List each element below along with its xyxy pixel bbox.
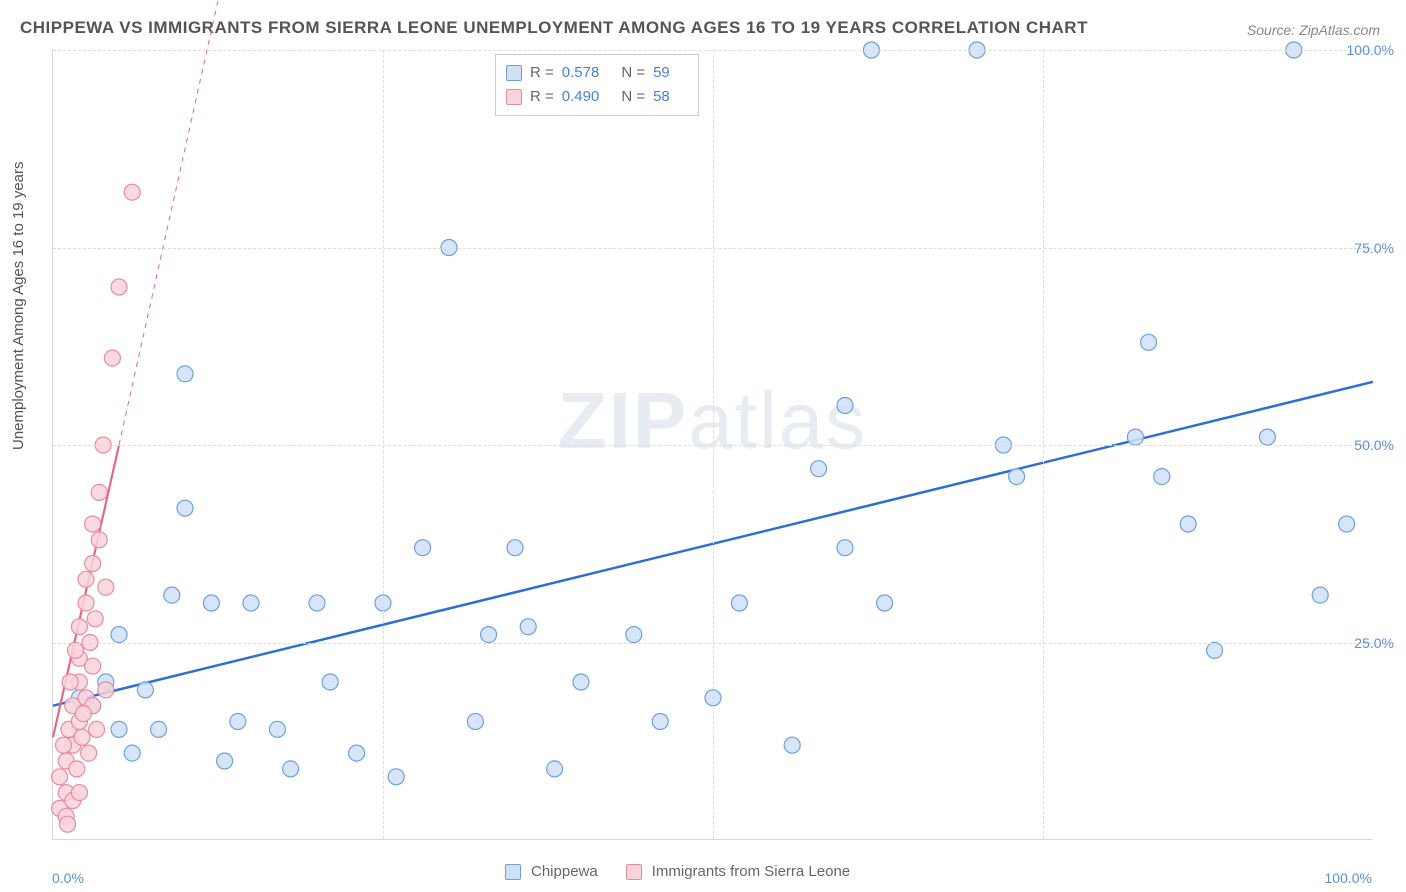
scatter-point [89, 721, 105, 737]
scatter-point [87, 611, 103, 627]
x-tick-label: 100.0% [1325, 870, 1372, 886]
stat-r-value: 0.578 [562, 61, 600, 85]
scatter-point [91, 484, 107, 500]
legend-swatch [506, 89, 522, 105]
scatter-point [91, 532, 107, 548]
stat-n-value: 59 [653, 61, 670, 85]
scatter-point [269, 721, 285, 737]
scatter-point [837, 398, 853, 414]
chart-title: CHIPPEWA VS IMMIGRANTS FROM SIERRA LEONE… [20, 18, 1088, 38]
scatter-point [652, 714, 668, 730]
stat-r-label: R = [530, 85, 554, 109]
scatter-point [177, 500, 193, 516]
scatter-point [349, 745, 365, 761]
legend-swatch [626, 864, 642, 880]
stat-n-value: 58 [653, 85, 670, 109]
scatter-point [481, 627, 497, 643]
scatter-point [67, 642, 83, 658]
scatter-point [98, 579, 114, 595]
scatter-point [137, 682, 153, 698]
scatter-point [85, 658, 101, 674]
scatter-point [56, 737, 72, 753]
scatter-point [104, 350, 120, 366]
legend-label: Immigrants from Sierra Leone [652, 863, 850, 880]
scatter-point [71, 619, 87, 635]
scatter-point [1141, 334, 1157, 350]
scatter-point [309, 595, 325, 611]
scatter-point [1312, 587, 1328, 603]
scatter-point [877, 595, 893, 611]
y-tick-label: 25.0% [1354, 635, 1394, 651]
scatter-point [837, 540, 853, 556]
stats-legend-box: R = 0.578 N = 59 R = 0.490 N = 58 [495, 54, 699, 116]
scatter-point [62, 674, 78, 690]
scatter-point [243, 595, 259, 611]
y-axis-label: Unemployment Among Ages 16 to 19 years [10, 161, 27, 450]
legend-swatch [506, 65, 522, 81]
scatter-point [75, 706, 91, 722]
gridline-vertical [713, 50, 714, 839]
scatter-point [1339, 516, 1355, 532]
scatter-point [467, 714, 483, 730]
scatter-point [217, 753, 233, 769]
scatter-point [415, 540, 431, 556]
scatter-point [230, 714, 246, 730]
scatter-point [78, 571, 94, 587]
scatter-point [322, 674, 338, 690]
scatter-point [85, 556, 101, 572]
scatter-point [1127, 429, 1143, 445]
scatter-point [507, 540, 523, 556]
scatter-point [283, 761, 299, 777]
x-tick-label: 0.0% [52, 870, 84, 886]
scatter-point [1207, 642, 1223, 658]
scatter-point [124, 184, 140, 200]
stat-r-label: R = [530, 61, 554, 85]
scatter-point [203, 595, 219, 611]
gridline-vertical [383, 50, 384, 839]
scatter-point [98, 682, 114, 698]
stat-n-label: N = [621, 85, 645, 109]
scatter-point [71, 785, 87, 801]
scatter-point [177, 366, 193, 382]
scatter-point [1009, 469, 1025, 485]
scatter-point [151, 721, 167, 737]
scatter-point [74, 729, 90, 745]
scatter-point [81, 745, 97, 761]
scatter-point [111, 279, 127, 295]
scatter-point [124, 745, 140, 761]
scatter-point [1154, 469, 1170, 485]
y-tick-label: 50.0% [1354, 437, 1394, 453]
scatter-point [1180, 516, 1196, 532]
scatter-point [626, 627, 642, 643]
stat-n-label: N = [621, 61, 645, 85]
legend-swatch [505, 864, 521, 880]
plot-area: ZIPatlas [52, 50, 1372, 840]
source-credit: Source: ZipAtlas.com [1247, 22, 1380, 38]
scatter-point [731, 595, 747, 611]
scatter-point [52, 769, 68, 785]
scatter-point [388, 769, 404, 785]
scatter-point [811, 461, 827, 477]
scatter-point [78, 595, 94, 611]
y-tick-label: 100.0% [1347, 42, 1394, 58]
scatter-point [85, 516, 101, 532]
scatter-point [164, 587, 180, 603]
stats-row: R = 0.578 N = 59 [506, 61, 684, 85]
scatter-point [1259, 429, 1275, 445]
scatter-point [784, 737, 800, 753]
scatter-point [520, 619, 536, 635]
trend-line-dashed [119, 0, 225, 445]
y-tick-label: 75.0% [1354, 240, 1394, 256]
bottom-legend: Chippewa Immigrants from Sierra Leone [505, 863, 868, 880]
scatter-point [60, 816, 76, 832]
scatter-point [69, 761, 85, 777]
stat-r-value: 0.490 [562, 85, 600, 109]
legend-label: Chippewa [531, 863, 598, 880]
scatter-point [111, 721, 127, 737]
gridline-vertical [1043, 50, 1044, 839]
scatter-point [547, 761, 563, 777]
stats-row: R = 0.490 N = 58 [506, 85, 684, 109]
scatter-point [111, 627, 127, 643]
scatter-point [573, 674, 589, 690]
